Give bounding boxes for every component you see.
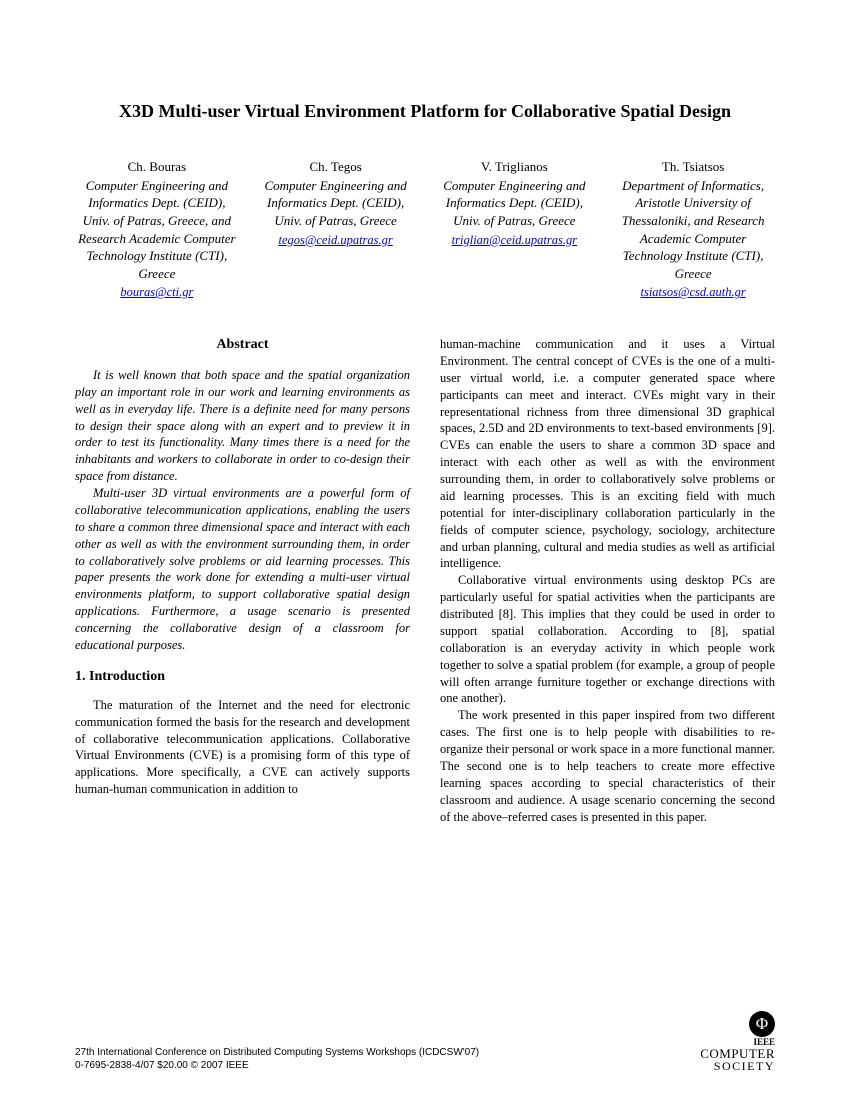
footer-logo: Φ IEEE COMPUTER SOCIETY [700, 1011, 775, 1072]
author-name: Ch. Bouras [75, 158, 239, 176]
section-1-heading: 1. Introduction [75, 668, 410, 687]
author-affiliation: Computer Engineering and Informatics Dep… [433, 177, 597, 230]
author-name: Th. Tsiatsos [611, 158, 775, 176]
society-label: SOCIETY [714, 1060, 775, 1072]
author-affiliation: Computer Engineering and Informatics Dep… [254, 177, 418, 230]
author-email-link[interactable]: tegos@ceid.upatras.gr [278, 232, 392, 249]
phi-icon: Φ [749, 1011, 775, 1037]
col2-p2: Collaborative virtual environments using… [440, 572, 775, 707]
author-affiliation: Computer Engineering and Informatics Dep… [75, 177, 239, 282]
footer-conference-info: 27th International Conference on Distrib… [75, 1046, 479, 1072]
footer-line-1: 27th International Conference on Distrib… [75, 1046, 479, 1059]
page-footer: 27th International Conference on Distrib… [75, 1011, 775, 1072]
author-email-link[interactable]: triglian@ceid.upatras.gr [452, 232, 577, 249]
author-4: Th. Tsiatsos Department of Informatics, … [611, 158, 775, 301]
paper-body: Abstract It is well known that both spac… [75, 336, 775, 825]
author-email-link[interactable]: bouras@cti.gr [120, 284, 193, 301]
author-name: V. Triglianos [433, 158, 597, 176]
author-3: V. Triglianos Computer Engineering and I… [433, 158, 597, 301]
abstract-p1: It is well known that both space and the… [75, 367, 410, 485]
intro-p1: The maturation of the Internet and the n… [75, 697, 410, 798]
abstract-p2: Multi-user 3D virtual environments are a… [75, 485, 410, 654]
paper-title: X3D Multi-user Virtual Environment Platf… [75, 100, 775, 123]
author-1: Ch. Bouras Computer Engineering and Info… [75, 158, 239, 301]
authors-row: Ch. Bouras Computer Engineering and Info… [75, 158, 775, 301]
abstract-text: It is well known that both space and the… [75, 367, 410, 654]
author-email-link[interactable]: tsiatsos@csd.auth.gr [640, 284, 745, 301]
abstract-heading: Abstract [75, 336, 410, 355]
author-name: Ch. Tegos [254, 158, 418, 176]
author-affiliation: Department of Informatics, Aristotle Uni… [611, 177, 775, 282]
author-2: Ch. Tegos Computer Engineering and Infor… [254, 158, 418, 301]
footer-line-2: 0-7695-2838-4/07 $20.00 © 2007 IEEE [75, 1059, 479, 1072]
col2-p1: human-machine communication and it uses … [440, 336, 775, 572]
col2-p3: The work presented in this paper inspire… [440, 707, 775, 825]
ieee-computer-society-logo: Φ IEEE COMPUTER SOCIETY [700, 1011, 775, 1072]
